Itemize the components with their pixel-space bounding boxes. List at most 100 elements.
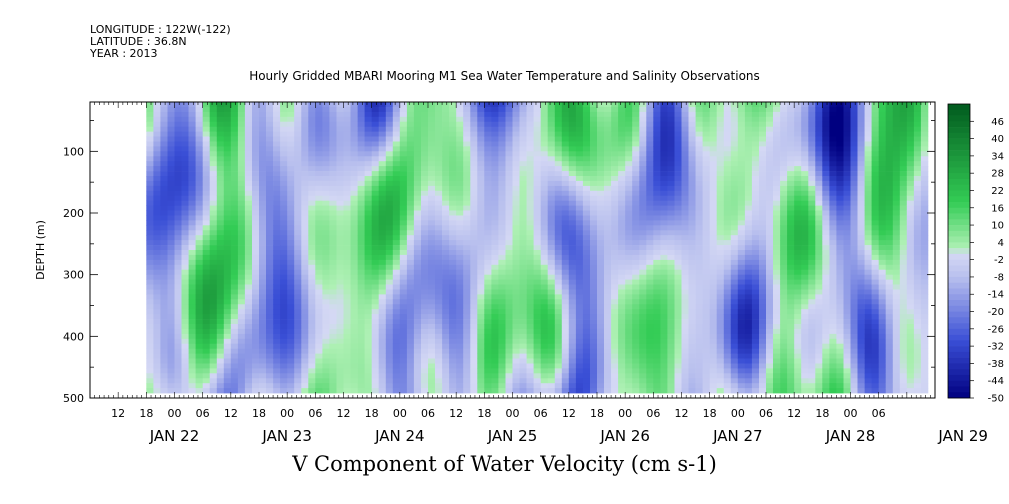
field-cell bbox=[674, 333, 682, 340]
field-cell bbox=[195, 383, 203, 389]
field-cell bbox=[681, 171, 689, 177]
field-cell bbox=[301, 269, 309, 275]
field-cell bbox=[223, 106, 232, 113]
field-cell bbox=[470, 309, 478, 315]
field-cell bbox=[449, 304, 457, 310]
field-cell bbox=[505, 146, 513, 152]
field-cell bbox=[406, 338, 415, 345]
field-cell bbox=[167, 254, 175, 261]
field-cell bbox=[392, 210, 401, 216]
field-cell bbox=[252, 171, 260, 177]
field-cell bbox=[582, 195, 591, 201]
field-cell bbox=[660, 102, 668, 108]
field-cell bbox=[540, 121, 549, 127]
field-cell bbox=[160, 358, 168, 364]
field-cell bbox=[667, 200, 675, 206]
field-cell bbox=[723, 343, 732, 349]
field-cell bbox=[688, 146, 696, 152]
field-cell bbox=[146, 205, 154, 211]
field-cell bbox=[392, 215, 401, 221]
field-cell bbox=[540, 348, 549, 354]
field-cell bbox=[512, 106, 520, 113]
field-cell bbox=[378, 254, 387, 261]
field-cell bbox=[554, 343, 563, 349]
field-cell bbox=[449, 294, 457, 300]
longitude-label: LONGITUDE : 122W(-122) bbox=[90, 23, 231, 36]
field-cell bbox=[526, 254, 534, 261]
field-cell bbox=[428, 141, 436, 147]
field-cell bbox=[568, 279, 577, 285]
field-cell bbox=[590, 289, 598, 295]
field-cell bbox=[413, 338, 422, 345]
field-cell bbox=[702, 259, 710, 266]
field-cell bbox=[484, 126, 492, 132]
field-cell bbox=[554, 353, 563, 359]
field-cell bbox=[294, 200, 302, 206]
field-cell bbox=[371, 274, 380, 280]
field-cell bbox=[174, 141, 182, 147]
field-cell bbox=[604, 180, 612, 187]
field-cell bbox=[618, 373, 626, 379]
field-cell bbox=[336, 250, 344, 256]
field-cell bbox=[146, 254, 154, 261]
field-cell bbox=[519, 195, 527, 201]
field-cell bbox=[498, 126, 506, 132]
field-cell bbox=[554, 166, 563, 172]
field-cell bbox=[294, 215, 302, 221]
field-cell bbox=[723, 220, 732, 226]
field-cell bbox=[153, 319, 161, 325]
field-cell bbox=[188, 200, 196, 206]
field-cell bbox=[695, 235, 703, 241]
field-cell bbox=[561, 220, 570, 226]
field-cell bbox=[618, 348, 626, 354]
field-cell bbox=[160, 378, 168, 384]
field-cell bbox=[533, 235, 541, 241]
field-cell bbox=[730, 235, 739, 241]
field-cell bbox=[308, 274, 316, 280]
field-cell bbox=[723, 378, 732, 384]
field-cell bbox=[329, 333, 337, 340]
field-cell bbox=[181, 230, 189, 236]
field-cell bbox=[294, 328, 302, 335]
field-cell bbox=[709, 294, 718, 300]
field-cell bbox=[730, 388, 739, 394]
field-cell bbox=[244, 299, 253, 305]
field-cell bbox=[533, 358, 541, 364]
field-cell bbox=[406, 131, 415, 137]
field-cell bbox=[667, 156, 675, 162]
field-cell bbox=[477, 230, 485, 236]
field-cell bbox=[244, 279, 253, 285]
field-cell bbox=[322, 240, 330, 246]
field-cell bbox=[244, 338, 253, 345]
field-cell bbox=[618, 106, 626, 113]
field-cell bbox=[688, 289, 696, 295]
field-cell bbox=[575, 274, 584, 280]
field-cell bbox=[357, 200, 365, 206]
field-cell bbox=[498, 254, 506, 261]
field-cell bbox=[167, 333, 175, 340]
field-cell bbox=[329, 299, 337, 305]
field-cell bbox=[413, 185, 422, 192]
field-cell bbox=[688, 358, 696, 364]
field-cell bbox=[322, 190, 330, 197]
field-cell bbox=[336, 185, 344, 192]
field-cell bbox=[223, 289, 232, 295]
field-cell bbox=[188, 166, 196, 172]
field-cell bbox=[413, 378, 422, 384]
field-cell bbox=[160, 245, 168, 251]
field-cell bbox=[660, 373, 668, 379]
field-cell bbox=[463, 205, 471, 211]
field-cell bbox=[590, 230, 598, 236]
field-cell bbox=[301, 151, 309, 157]
field-cell bbox=[604, 284, 612, 290]
field-cell bbox=[681, 210, 689, 216]
field-cell bbox=[371, 348, 380, 354]
field-cell bbox=[153, 106, 161, 113]
field-cell bbox=[273, 146, 281, 152]
field-cell bbox=[357, 304, 365, 310]
field-cell bbox=[301, 333, 309, 340]
field-cell bbox=[526, 230, 534, 236]
field-cell bbox=[392, 195, 401, 201]
field-cell bbox=[421, 304, 429, 310]
field-cell bbox=[477, 225, 485, 231]
